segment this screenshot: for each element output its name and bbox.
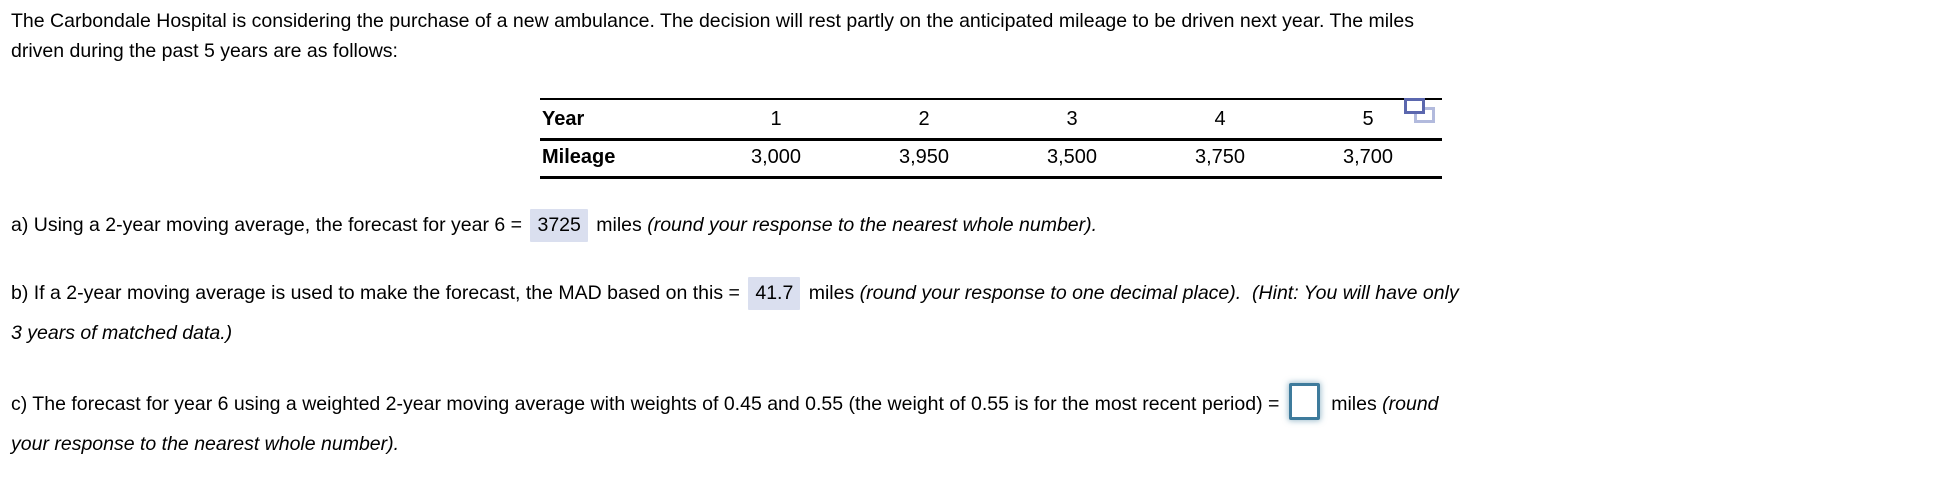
year-cell-4: 4	[1214, 108, 1226, 130]
text-segment: your response to the nearest whole numbe…	[11, 433, 400, 455]
problem-statement: The Carbondale Hospital is considering t…	[11, 6, 1944, 66]
popout-icon[interactable]	[1404, 98, 1436, 128]
question-c-line1: c) The forecast for year 6 using a weigh…	[11, 383, 1944, 424]
question-b: b) If a 2-year moving average is used to…	[11, 273, 1944, 353]
mileage-cell-5: 3,700	[1342, 146, 1394, 168]
text-segment: (round your response to the nearest whol…	[647, 214, 1098, 236]
question-a: a) Using a 2-year moving average, the fo…	[11, 205, 1944, 245]
mileage-table: Year 1 2 3 4 5 Mileage 3,000 3,950 3,500…	[540, 98, 1442, 179]
problem-statement-line2: driven during the past 5 years are as fo…	[11, 40, 398, 62]
question-c-line2: your response to the nearest whole numbe…	[11, 424, 1944, 464]
year-cell-1: 1	[770, 108, 782, 130]
question-b-line1: b) If a 2-year moving average is used to…	[11, 273, 1944, 313]
text-segment: 3 years of matched data.)	[11, 322, 233, 344]
text-segment: miles	[590, 214, 648, 236]
question-b-line2: 3 years of matched data.)	[11, 313, 1944, 353]
text-segment: (Hint: You will have only	[1252, 282, 1459, 304]
mileage-cell-4: 3,750	[1194, 146, 1246, 168]
text-segment: c) The forecast for year 6 using a weigh…	[11, 393, 1285, 415]
question-c: c) The forecast for year 6 using a weigh…	[11, 383, 1944, 464]
text-segment: miles	[1325, 393, 1383, 415]
text-segment: miles	[803, 282, 860, 304]
text-segment: (round	[1382, 393, 1439, 415]
mileage-table-section: Year 1 2 3 4 5 Mileage 3,000 3,950 3,500…	[540, 98, 1442, 179]
text-segment: (round your response to one decimal plac…	[859, 282, 1242, 304]
mileage-header-label: Mileage	[542, 146, 616, 168]
year-header-label: Year	[542, 108, 585, 130]
text-segment: a) Using a 2-year moving average, the fo…	[11, 214, 528, 236]
text-segment: b) If a 2-year moving average is used to…	[11, 282, 746, 304]
popout-icon-front-rect	[1404, 98, 1425, 114]
table-row-mileage: Mileage 3,000 3,950 3,500 3,750 3,700	[540, 140, 1442, 178]
problem-statement-line1: The Carbondale Hospital is considering t…	[11, 10, 1414, 32]
answer-value[interactable]: 41.7	[748, 277, 801, 310]
question-a-line1: a) Using a 2-year moving average, the fo…	[11, 205, 1944, 245]
year-cell-3: 3	[1066, 108, 1078, 130]
text-segment	[1241, 282, 1252, 304]
mileage-cell-1: 3,000	[750, 146, 802, 168]
year-cell-5: 5	[1362, 108, 1374, 130]
year-cell-2: 2	[918, 108, 930, 130]
answer-input-empty[interactable]	[1288, 383, 1320, 420]
mileage-cell-3: 3,500	[1046, 146, 1098, 168]
mileage-cell-2: 3,950	[898, 146, 950, 168]
table-row-years: Year 1 2 3 4 5	[540, 99, 1442, 140]
answer-value[interactable]: 3725	[530, 209, 588, 242]
